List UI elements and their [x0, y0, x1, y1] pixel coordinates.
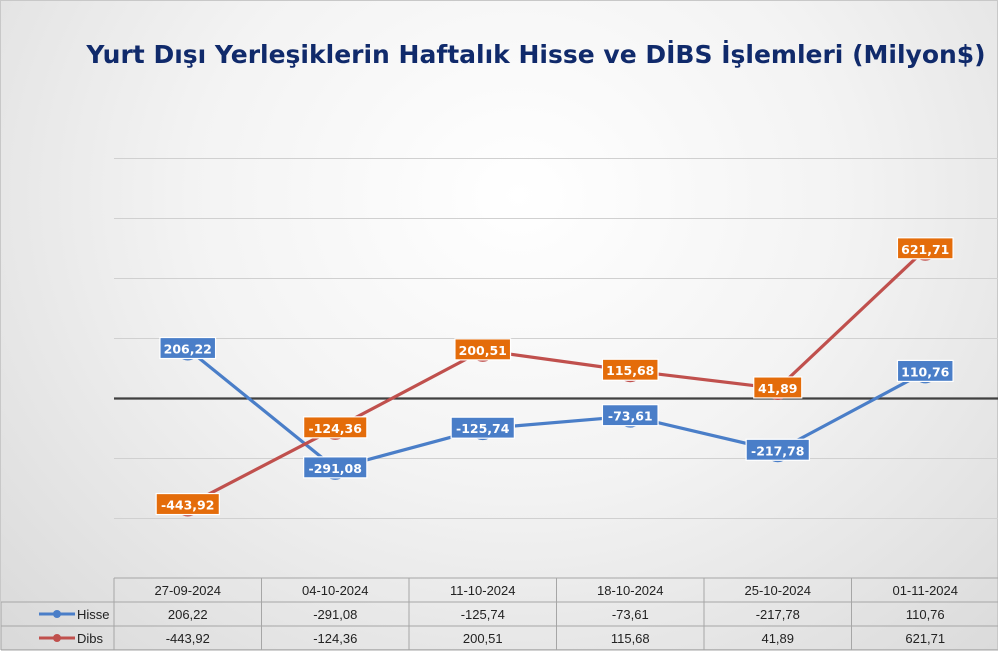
data-label-hisse: 110,76	[896, 359, 954, 383]
table-cell: 200,51	[463, 631, 503, 646]
category-label: 04-10-2024	[302, 583, 369, 598]
table-cell: 41,89	[761, 631, 794, 646]
table-cell: -291,08	[313, 607, 357, 622]
data-label-dibs: 115,68	[601, 358, 659, 381]
data-label-dibs: 621,71	[896, 237, 954, 260]
data-label-hisse: 206,22	[159, 336, 217, 360]
data-label-dibs: 41,89	[753, 376, 803, 399]
svg-text:41,89: 41,89	[758, 381, 798, 396]
table-cell: -125,74	[461, 607, 505, 622]
data-labels: 206,22 -291,08 -125,74 -73,61 -217,78 110,76 -…	[155, 237, 954, 516]
data-label-hisse: -291,08	[303, 456, 368, 479]
svg-text:110,76: 110,76	[901, 364, 950, 379]
svg-text:Hisse: Hisse	[77, 607, 110, 622]
data-table: 27-09-2024 04-10-2024 11-10-2024 18-10-2024…	[1, 577, 998, 651]
table-cell: 110,76	[906, 607, 945, 622]
svg-text:-73,61: -73,61	[608, 409, 653, 424]
data-points	[176, 237, 937, 517]
svg-text:-217,78: -217,78	[751, 443, 804, 458]
table-cell: 206,22	[168, 607, 208, 622]
table-cell: 115,68	[611, 631, 650, 646]
table-cell: -124,36	[313, 631, 357, 646]
svg-text:-125,74: -125,74	[456, 421, 510, 436]
category-label: 11-10-2024	[450, 583, 516, 598]
data-label-dibs: -124,36	[303, 416, 368, 439]
svg-text:200,51: 200,51	[459, 343, 507, 358]
svg-text:-124,36: -124,36	[309, 421, 363, 436]
table-cell: -443,92	[166, 631, 210, 646]
category-label: 25-10-2024	[745, 583, 812, 598]
table-cell: -73,61	[612, 607, 649, 622]
category-label: 18-10-2024	[597, 583, 664, 598]
data-label-dibs: -443,92	[155, 492, 220, 516]
legend-entry-hisse: Hisse	[39, 607, 110, 622]
data-label-hisse: -217,78	[745, 438, 810, 461]
svg-text:Dibs: Dibs	[77, 631, 104, 646]
chart-title: Yurt Dışı Yerleşiklerin Haftalık Hisse v…	[85, 39, 985, 69]
data-label-dibs: 200,51	[454, 338, 512, 361]
series-lines	[186, 248, 927, 507]
svg-text:621,71: 621,71	[901, 242, 949, 257]
legend-entry-dibs: Dibs	[39, 631, 104, 646]
data-label-hisse: -125,74	[450, 416, 515, 439]
category-label: 01-11-2024	[892, 583, 958, 598]
table-cell: -217,78	[756, 607, 800, 622]
svg-text:206,22: 206,22	[164, 342, 212, 357]
table-cell: 621,71	[905, 631, 945, 646]
svg-text:-291,08: -291,08	[309, 461, 362, 476]
data-label-hisse: -73,61	[601, 404, 659, 427]
svg-text:115,68: 115,68	[606, 363, 654, 378]
category-label: 27-09-2024	[155, 583, 222, 598]
series-line-hisse	[186, 347, 927, 470]
series-line-dibs	[187, 248, 927, 507]
svg-text:-443,92: -443,92	[161, 498, 214, 513]
gridlines	[114, 158, 998, 519]
